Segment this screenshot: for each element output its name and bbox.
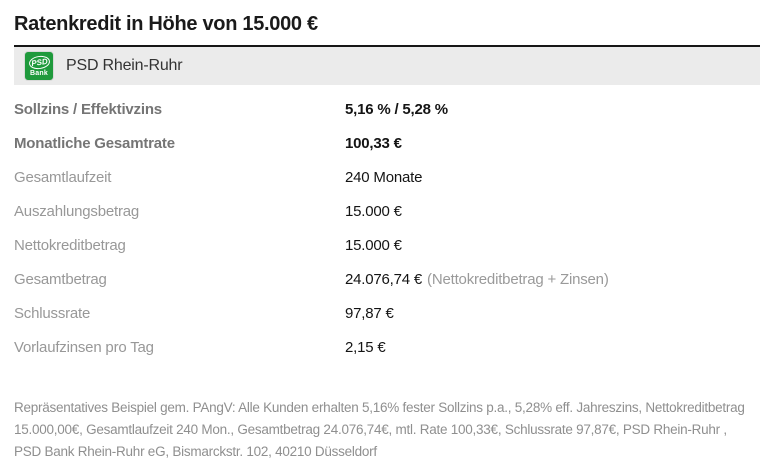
row-value-text: 24.076,74 €	[345, 270, 423, 288]
psd-logo-bank-text: Bank	[30, 69, 48, 77]
table-row-vorlaufzinsen: Vorlaufzinsen pro Tag 2,15 €	[14, 330, 760, 364]
row-label: Vorlaufzinsen pro Tag	[14, 338, 154, 356]
row-label: Gesamtlaufzeit	[14, 168, 112, 186]
row-label: Nettokreditbetrag	[14, 236, 126, 254]
loan-details-table: Sollzins / Effektivzins 5,16 % / 5,28 % …	[14, 92, 760, 364]
row-value-text: 240 Monate	[345, 168, 423, 186]
table-row-schlussrate: Schlussrate 97,87 €	[14, 296, 760, 330]
row-value: 240 Monate	[345, 169, 427, 186]
row-value: 100,33 €	[345, 135, 407, 152]
row-value: 15.000 €	[345, 203, 407, 220]
psd-bank-logo-icon: PSD Bank	[24, 51, 54, 81]
psd-logo-text: PSD	[30, 55, 48, 68]
row-label: Auszahlungsbetrag	[14, 202, 140, 220]
row-value-note: (Nettokreditbetrag + Zinsen)	[427, 270, 609, 288]
content-area: Ratenkredit in Höhe von 15.000 € PSD Ban…	[14, 0, 760, 463]
row-value: 5,16 % / 5,28 %	[345, 101, 453, 118]
row-label: Sollzins / Effektivzins	[14, 100, 162, 118]
title-divider	[14, 45, 760, 47]
table-row-auszahlungsbetrag: Auszahlungsbetrag 15.000 €	[14, 194, 760, 228]
row-value-text: 2,15 €	[345, 338, 386, 356]
row-label: Schlussrate	[14, 304, 91, 322]
table-row-nettokreditbetrag: Nettokreditbetrag 15.000 €	[14, 228, 760, 262]
row-value-text: 100,33 €	[345, 134, 402, 152]
row-value-text: 5,16 % / 5,28 %	[345, 100, 448, 118]
bank-header-bar: PSD Bank PSD Rhein-Ruhr	[14, 47, 760, 85]
row-value-text: 97,87 €	[345, 304, 394, 322]
row-value: 97,87 €	[345, 305, 399, 322]
row-label: Monatliche Gesamtrate	[14, 134, 175, 152]
table-row-gesamtrate: Monatliche Gesamtrate 100,33 €	[14, 126, 760, 160]
table-row-gesamtbetrag: Gesamtbetrag 24.076,74 € (Nettokreditbetr…	[14, 262, 760, 296]
row-value: 2,15 €	[345, 339, 391, 356]
bank-name: PSD Rhein-Ruhr	[66, 57, 183, 74]
row-value: 15.000 €	[345, 237, 407, 254]
representative-example-disclaimer: Repräsentatives Beispiel gem. PAngV: All…	[14, 400, 745, 459]
table-row-sollzins: Sollzins / Effektivzins 5,16 % / 5,28 %	[14, 92, 760, 126]
row-value: 24.076,74 € (Nettokreditbetrag + Zinsen)	[345, 271, 609, 288]
row-value-text: 15.000 €	[345, 236, 402, 254]
table-row-gesamtlaufzeit: Gesamtlaufzeit 240 Monate	[14, 160, 760, 194]
row-value-text: 15.000 €	[345, 202, 402, 220]
row-label: Gesamtbetrag	[14, 270, 107, 288]
page-title: Ratenkredit in Höhe von 15.000 €	[14, 13, 318, 35]
psd-logo-oval: PSD	[27, 54, 51, 70]
